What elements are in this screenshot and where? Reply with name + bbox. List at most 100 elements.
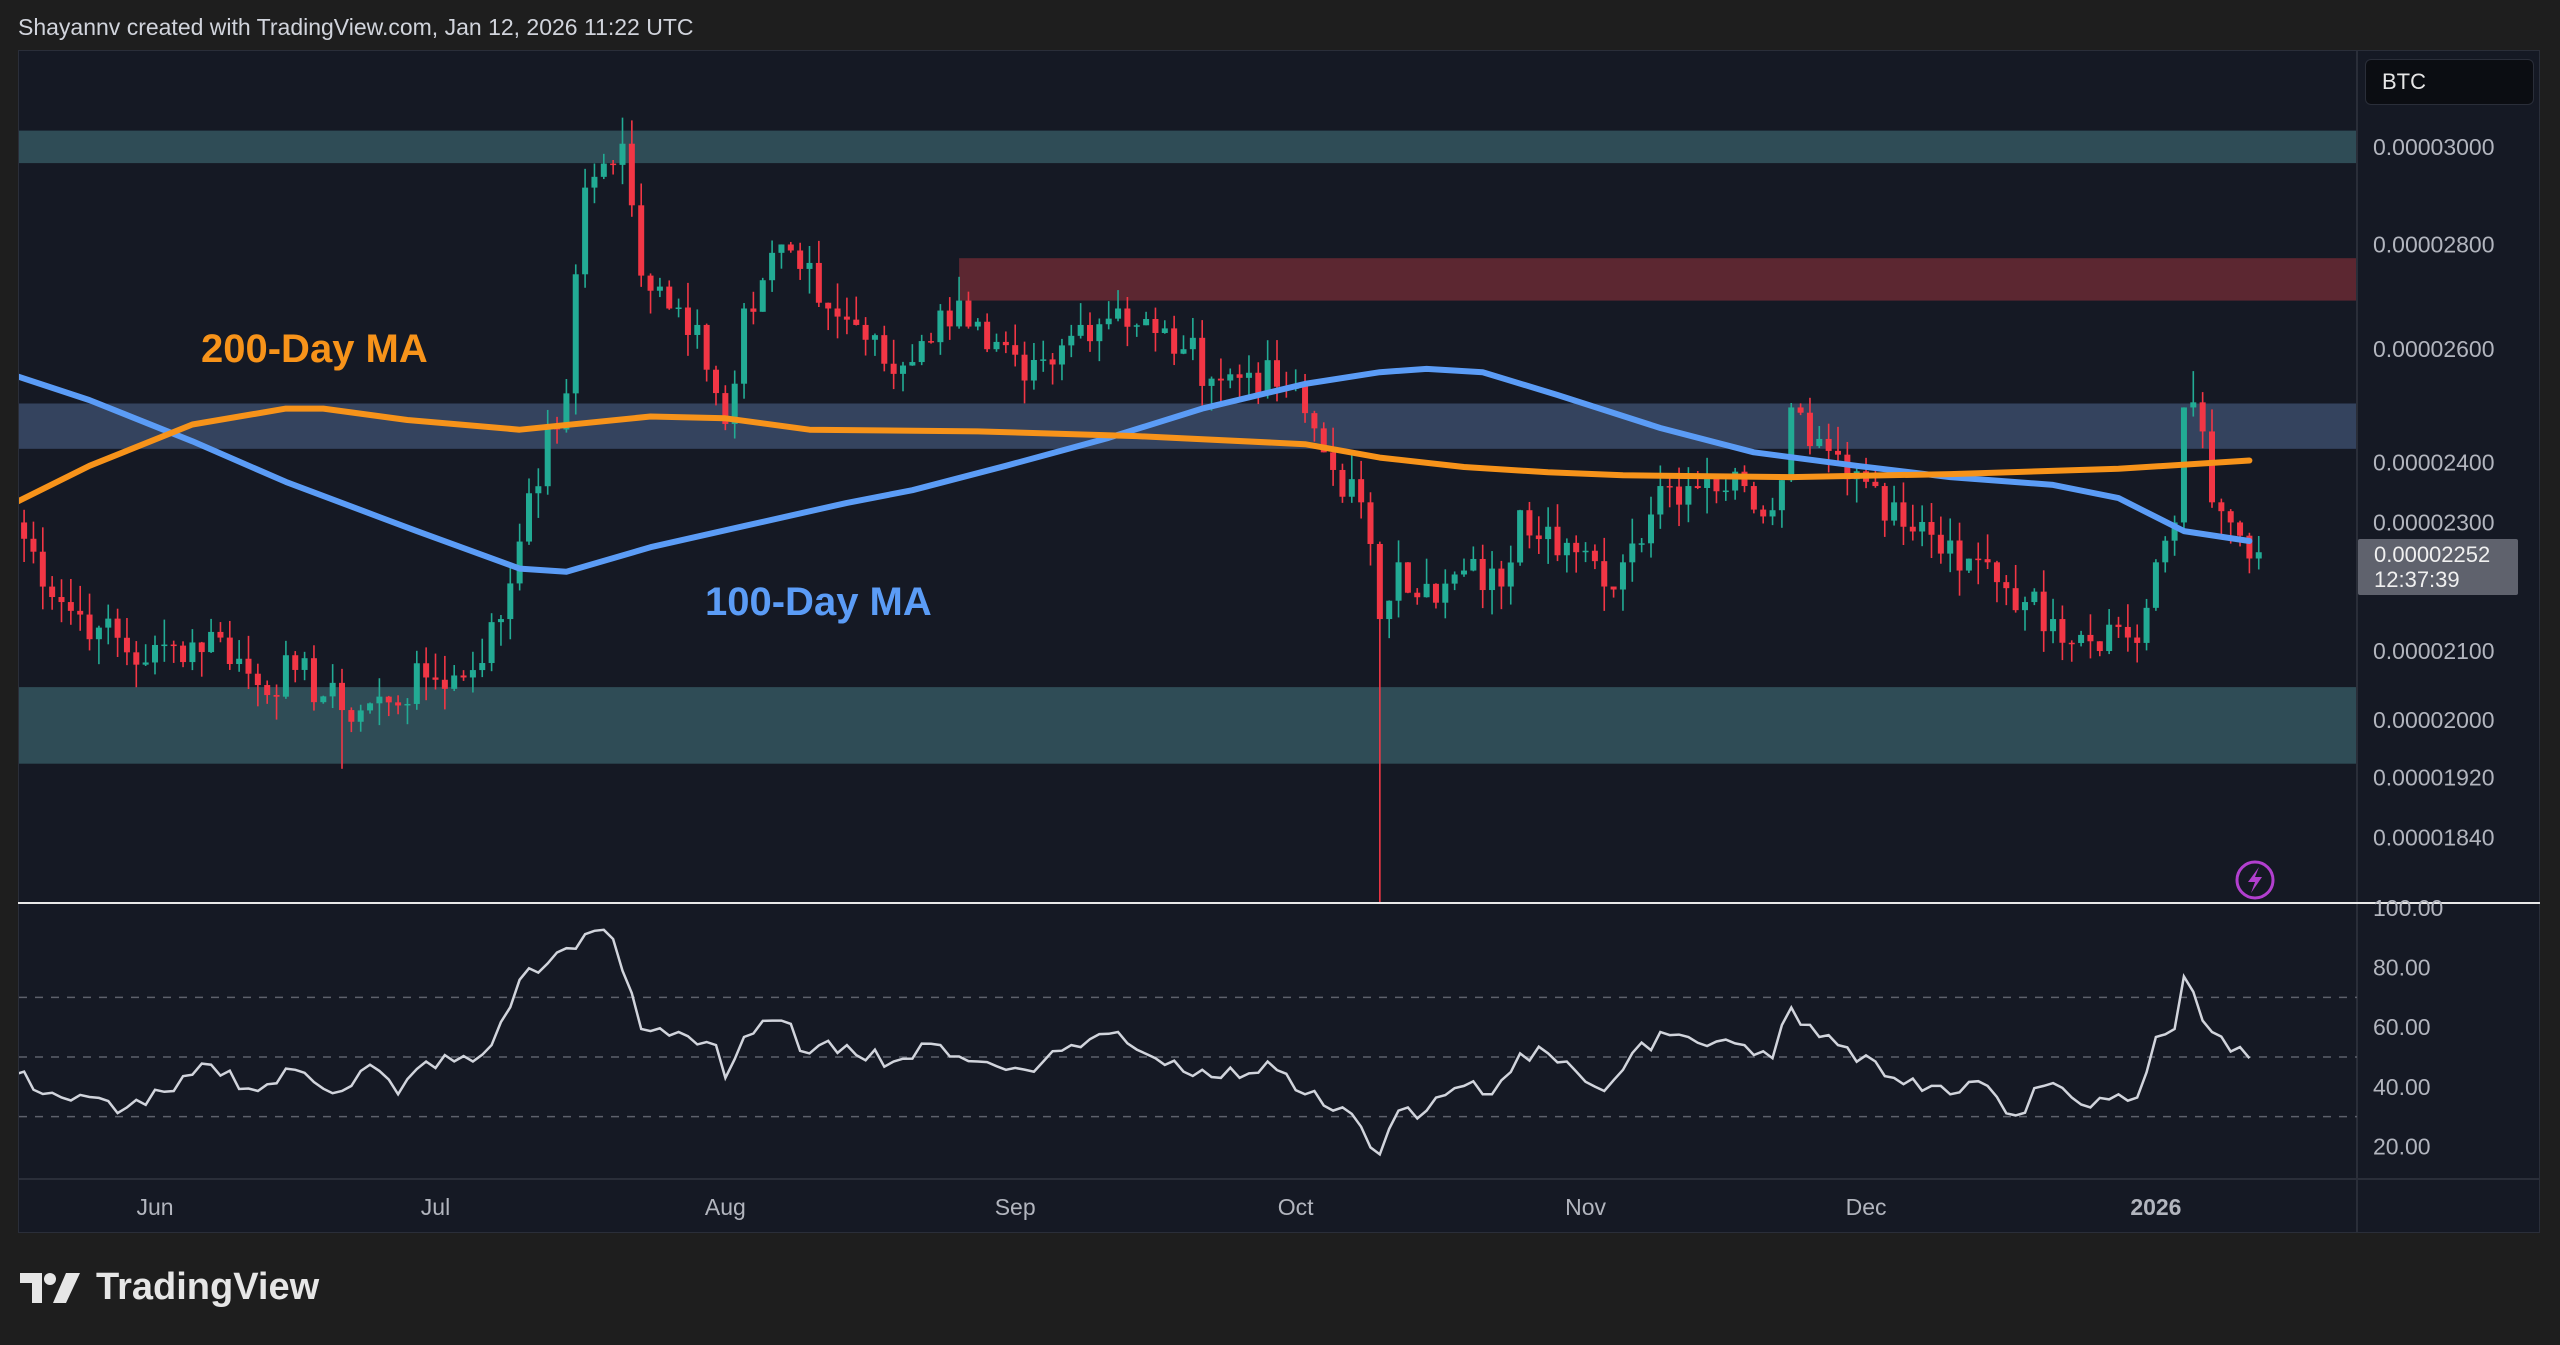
candle-body bbox=[339, 682, 345, 711]
candle-body bbox=[2059, 619, 2066, 643]
candle-body bbox=[1152, 319, 1159, 333]
price-tick-label: 0.00002800 bbox=[2373, 231, 2495, 257]
resistance-zone bbox=[959, 258, 2357, 301]
candle-body bbox=[2087, 634, 2094, 642]
candle-body bbox=[254, 673, 261, 686]
candle-body bbox=[713, 369, 719, 394]
candle-body bbox=[1816, 438, 1823, 447]
candle-body bbox=[834, 308, 841, 317]
lightning-icon[interactable] bbox=[2235, 860, 2275, 900]
candle-body bbox=[1722, 490, 1729, 493]
candle-body bbox=[2162, 540, 2169, 563]
candle-body bbox=[1217, 378, 1224, 381]
candle-body bbox=[1245, 372, 1252, 378]
candle-body bbox=[86, 614, 93, 640]
price-tick-label: 0.00002400 bbox=[2373, 449, 2495, 475]
bar-countdown: 12:37:39 bbox=[2374, 567, 2460, 592]
price-axis[interactable]: 0.00003000 0.00002800 0.00002600 0.00002400… bbox=[2373, 134, 2495, 851]
time-tick-label: Jun bbox=[136, 1194, 173, 1220]
candle-body bbox=[488, 622, 495, 664]
candle-body bbox=[610, 163, 617, 166]
candles bbox=[21, 117, 2262, 903]
candle-body bbox=[114, 618, 121, 638]
candle-body bbox=[1115, 308, 1122, 319]
candle-body bbox=[1975, 558, 1982, 561]
last-price-value: 0.00002252 bbox=[2374, 542, 2491, 567]
candle-body bbox=[2190, 402, 2197, 408]
candle-body bbox=[1423, 583, 1430, 598]
candle-body bbox=[759, 280, 766, 312]
candle-body bbox=[451, 675, 458, 689]
candle-body bbox=[535, 486, 542, 494]
price-tick-label: 0.00001840 bbox=[2373, 825, 2495, 851]
candle-body bbox=[1124, 308, 1131, 327]
candle-body bbox=[2003, 582, 2010, 589]
price-tick-label: 0.00001920 bbox=[2373, 765, 2495, 791]
time-tick-label: Nov bbox=[1565, 1194, 1606, 1220]
candle-body bbox=[787, 244, 794, 251]
candle-body bbox=[1610, 586, 1617, 590]
candle-body bbox=[77, 610, 84, 615]
candle-body bbox=[2134, 637, 2141, 643]
candle-body bbox=[937, 310, 944, 343]
candle-body bbox=[2068, 642, 2075, 645]
candle-body bbox=[1302, 385, 1309, 414]
candle-body bbox=[928, 341, 935, 343]
last-price-tag: 0.00002252 12:37:39 bbox=[2358, 539, 2518, 595]
tradingview-logo[interactable]: TradingView bbox=[20, 1266, 319, 1309]
candle-body bbox=[731, 383, 738, 424]
candle-body bbox=[1040, 359, 1047, 361]
candle-body bbox=[619, 143, 626, 165]
candle-body bbox=[236, 658, 243, 665]
candle-body bbox=[843, 316, 850, 320]
candle-body bbox=[600, 163, 607, 177]
candle-body bbox=[413, 663, 420, 704]
candle-body bbox=[1021, 354, 1028, 381]
time-tick-label: Aug bbox=[705, 1194, 746, 1220]
candle-body bbox=[460, 675, 467, 678]
candle-body bbox=[1189, 337, 1196, 350]
candle-body bbox=[1797, 407, 1804, 413]
candle-body bbox=[2040, 591, 2047, 632]
time-tick-label: Jul bbox=[421, 1194, 450, 1220]
candle-body bbox=[1619, 562, 1626, 590]
rsi-tick-label: 40.00 bbox=[2373, 1074, 2431, 1100]
candle-body bbox=[2227, 511, 2234, 523]
candle-body bbox=[2115, 624, 2122, 627]
candle-body bbox=[208, 631, 215, 653]
chart-panel[interactable] bbox=[18, 50, 2540, 1233]
candle-body bbox=[544, 425, 551, 487]
ma200-line bbox=[19, 405, 2253, 505]
time-axis[interactable]: Jun Jul Aug Sep Oct Nov Dec 2026 bbox=[136, 1194, 2181, 1220]
symbol-badge[interactable]: BTC bbox=[2365, 59, 2534, 105]
rsi-tick-label: 20.00 bbox=[2373, 1133, 2431, 1159]
candle-body bbox=[1676, 486, 1683, 505]
candle-body bbox=[2012, 588, 2019, 611]
rsi-axis[interactable]: 100.00 80.00 60.00 40.00 20.00 bbox=[2373, 895, 2443, 1159]
candle-body bbox=[152, 644, 158, 663]
time-tick-label: Sep bbox=[995, 1194, 1036, 1220]
candle-body bbox=[1648, 514, 1654, 544]
candle-body bbox=[1713, 477, 1720, 492]
price-tick-label: 0.00003000 bbox=[2373, 134, 2495, 160]
candle-body bbox=[432, 677, 439, 680]
candle-body bbox=[666, 286, 673, 309]
candle-body bbox=[1629, 543, 1636, 563]
candle-body bbox=[526, 493, 532, 542]
candle-body bbox=[1255, 372, 1262, 395]
rsi-reference-lines bbox=[19, 996, 2357, 1118]
candle-body bbox=[694, 324, 701, 335]
candle-body bbox=[1143, 319, 1150, 326]
candle-body bbox=[95, 627, 102, 640]
candle-body bbox=[123, 637, 130, 653]
candle-body bbox=[105, 618, 112, 628]
price-tick-label: 0.00002300 bbox=[2373, 509, 2495, 535]
brand-name: TradingView bbox=[96, 1266, 320, 1308]
candle-body bbox=[1171, 328, 1178, 354]
candle-body bbox=[1778, 480, 1785, 511]
candle-body bbox=[1526, 510, 1533, 536]
candle-body bbox=[1956, 540, 1963, 571]
candle-body bbox=[2152, 562, 2159, 608]
candle-body bbox=[2096, 641, 2103, 652]
